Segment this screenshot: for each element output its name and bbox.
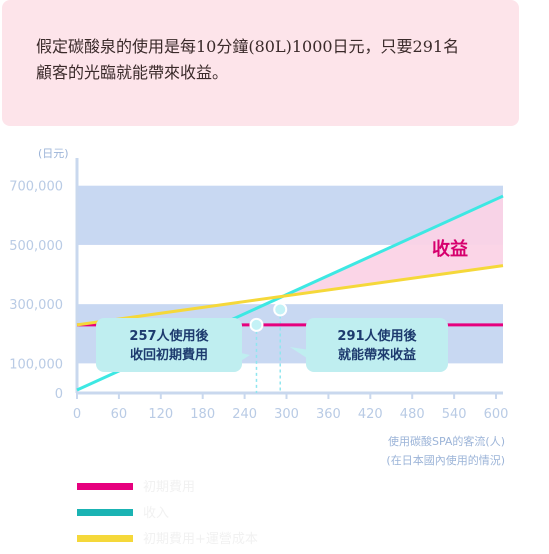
x-tick-label: 180 (190, 407, 215, 422)
legend-item-fixed: 初期費用 (77, 476, 537, 502)
intersection-marker-0 (249, 317, 264, 332)
info-note-line-2: 顧客的光臨就能帶來收益。 (36, 63, 229, 82)
callout-text-1-line-1: 291人使用後 (337, 328, 417, 344)
x-tick-label: 420 (358, 407, 383, 422)
legend-label-fixed: 初期費用 (143, 480, 196, 495)
x-tick-label: 480 (400, 407, 425, 422)
x-tick-label: 120 (148, 407, 173, 422)
legend-swatch-fixed (77, 483, 133, 490)
legend-swatch-revenue (77, 509, 133, 516)
y-axis-unit: (日元) (38, 147, 69, 160)
callout-box-0 (96, 318, 242, 372)
info-note-line-1: 假定碳酸泉的使用是每10分鐘(80L)1000日元，只要291名 (36, 37, 460, 56)
callout-text-0-line-2: 收回初期費用 (130, 347, 208, 363)
y-tick-label: 300,000 (9, 298, 63, 313)
x-tick-label: 240 (232, 407, 257, 422)
x-tick-label: 0 (73, 407, 81, 422)
x-tick-label: 60 (111, 407, 128, 422)
info-note-box: 假定碳酸泉的使用是每10分鐘(80L)1000日元，只要291名 顧客的光臨就能… (2, 0, 519, 126)
x-tick-label: 540 (442, 407, 467, 422)
series-line-cost (76, 264, 504, 327)
callout-box-1 (306, 318, 448, 372)
y-tick-label: 0 (55, 387, 63, 402)
legend-item-cost: 初期費用+運營成本 (77, 528, 537, 554)
intersection-marker-1 (273, 302, 288, 317)
callout-text-0-line-1: 257人使用後 (129, 328, 209, 344)
legend-label-cost: 初期費用+運營成本 (143, 532, 258, 547)
y-tick-label: 700,000 (9, 180, 63, 195)
legend-label-revenue: 收入 (143, 506, 170, 521)
x-tick-label: 360 (316, 407, 341, 422)
x-tick-label: 300 (274, 407, 299, 422)
y-tick-label: 500,000 (9, 239, 63, 254)
info-note-text: 假定碳酸泉的使用是每10分鐘(80L)1000日元，只要291名 顧客的光臨就能… (36, 34, 506, 86)
chart-legend: 初期費用 收入 初期費用+運營成本 (77, 476, 537, 554)
break-even-chart: 0 100,000 300,000 500,000 700,000 0 60 120 180 24… (9, 147, 509, 467)
x-axis-title-line-1: 使用碳酸SPA的客流(人) (388, 434, 505, 448)
legend-swatch-cost (77, 535, 133, 542)
profit-label: 收益 (432, 238, 468, 260)
x-tick-label: 600 (484, 407, 509, 422)
callout-text-1-line-2: 就能帶來收益 (338, 347, 416, 363)
x-axis-title-line-2: (在日本國內使用的情況) (386, 453, 505, 467)
y-tick-label: 100,000 (9, 357, 63, 372)
legend-item-revenue: 收入 (77, 502, 537, 528)
